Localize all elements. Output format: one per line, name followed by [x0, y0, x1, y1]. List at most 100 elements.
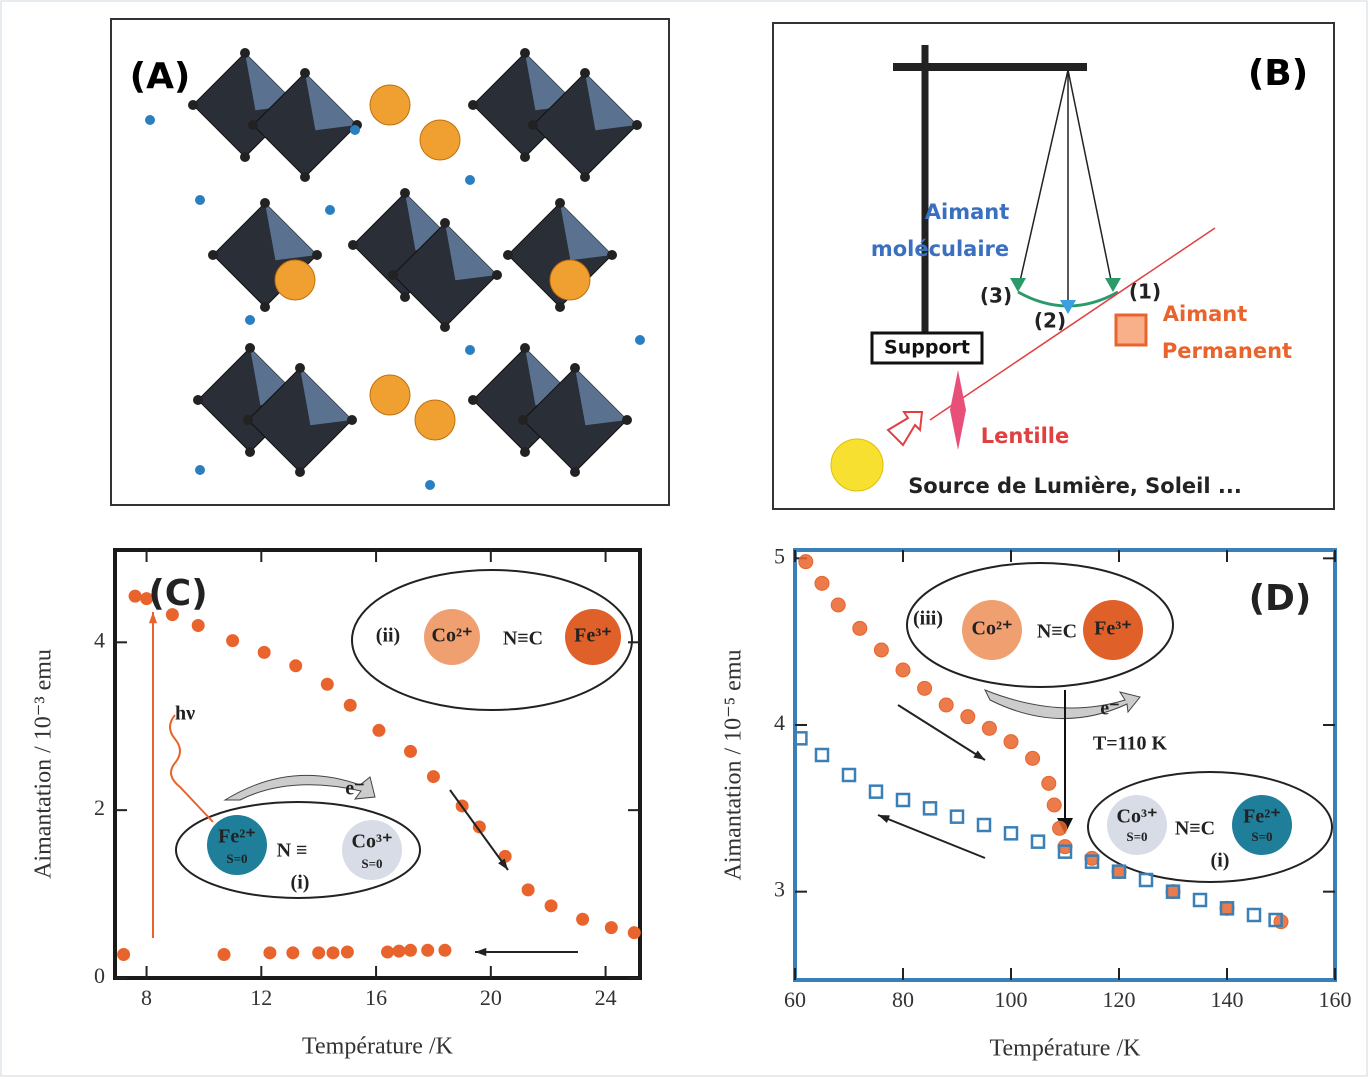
atom: [240, 152, 250, 162]
x-tick-label: 16: [365, 985, 387, 1010]
atom: [245, 343, 255, 353]
annotation: N≡C: [503, 628, 543, 650]
data-point: [870, 786, 882, 798]
atom: [245, 315, 255, 325]
sun: [831, 439, 883, 491]
data-point: [290, 660, 302, 672]
atom: [260, 302, 270, 312]
data-point: [628, 927, 640, 939]
atom: [468, 395, 478, 405]
data-point: [799, 555, 813, 569]
permanent-magnet: [1116, 315, 1146, 345]
atom: [350, 125, 360, 135]
atom: [370, 85, 410, 125]
b-text: Source de Lumière, Soleil ...: [908, 474, 1242, 498]
atom: [580, 68, 590, 78]
atom: [195, 465, 205, 475]
y-tick-label: 5: [774, 543, 785, 568]
inset-c: [176, 570, 632, 898]
arrow: [878, 815, 985, 858]
data-point: [404, 944, 416, 956]
data-point: [373, 724, 385, 736]
arrow: [450, 790, 508, 870]
b-text: Aimant: [1163, 302, 1248, 326]
atom: [440, 218, 450, 228]
data-point: [815, 576, 829, 590]
b-text: Support: [884, 337, 970, 359]
atom: [550, 260, 590, 300]
data-point: [118, 949, 130, 961]
atom: [193, 395, 203, 405]
data-point: [978, 819, 990, 831]
data-point: [605, 922, 617, 934]
data-point: [227, 635, 239, 647]
atom: [145, 115, 155, 125]
x-tick-label: 24: [595, 985, 617, 1010]
atom: [607, 250, 617, 260]
atom: [260, 198, 270, 208]
y-tick-label: 0: [94, 963, 105, 988]
annotation: (ii): [376, 625, 400, 647]
atom: [370, 375, 410, 415]
annotation: S=0: [1126, 829, 1147, 844]
atom: [465, 345, 475, 355]
atom: [312, 250, 322, 260]
atom: [503, 250, 513, 260]
atom: [300, 68, 310, 78]
data-point: [831, 598, 845, 612]
annotation: S=0: [361, 856, 382, 871]
data-point: [404, 745, 416, 757]
b-text: moléculaire: [871, 237, 1009, 261]
data-point: [393, 945, 405, 957]
annotation: T=110 K: [1093, 733, 1168, 755]
annotation: Fe³⁺: [1094, 618, 1132, 640]
atom: [388, 270, 398, 280]
atom: [520, 48, 530, 58]
annotation: (i): [1211, 850, 1230, 872]
annotation: N≡C: [1037, 621, 1077, 643]
atom: [440, 322, 450, 332]
atom: [188, 100, 198, 110]
x-tick-label: 8: [141, 985, 152, 1010]
data-point: [129, 590, 141, 602]
data-point: [192, 620, 204, 632]
atom: [347, 415, 357, 425]
atom: [275, 260, 315, 300]
y-tick-label: 3: [774, 877, 785, 902]
data-point: [896, 663, 910, 677]
data-point: [874, 643, 888, 657]
y-tick-label: 2: [94, 795, 105, 820]
atom: [632, 120, 642, 130]
panel-label: (C): [148, 573, 207, 614]
data-point: [439, 944, 451, 956]
atom: [420, 120, 460, 160]
data-point: [939, 698, 953, 712]
arrow-head: [878, 815, 890, 823]
atom: [245, 447, 255, 457]
annotation: Fe³⁺: [574, 625, 612, 647]
atom: [240, 48, 250, 58]
x-tick-label: 20: [480, 985, 502, 1010]
x-tick-label: 140: [1211, 987, 1244, 1012]
atom: [622, 415, 632, 425]
data-point: [321, 678, 333, 690]
atom: [555, 302, 565, 312]
annotation: Fe²⁺: [218, 826, 256, 848]
atom: [518, 415, 528, 425]
data-point: [843, 769, 855, 781]
data-point: [422, 944, 434, 956]
photon: [170, 715, 213, 822]
annotation: S=0: [1251, 829, 1272, 844]
b-text: Permanent: [1162, 339, 1292, 363]
annotation: (i): [291, 872, 310, 894]
data-point: [982, 721, 996, 735]
figure: (A) (B) Aimant moléculaire (3) (2) (1) A…: [0, 0, 1370, 1079]
data-point: [1053, 821, 1067, 835]
annotation: S=0: [226, 851, 247, 866]
annotation: N≡C: [1175, 818, 1215, 840]
data-point: [287, 947, 299, 959]
atom: [492, 270, 502, 280]
data-point: [427, 771, 439, 783]
data-point: [924, 802, 936, 814]
data-point: [853, 621, 867, 635]
